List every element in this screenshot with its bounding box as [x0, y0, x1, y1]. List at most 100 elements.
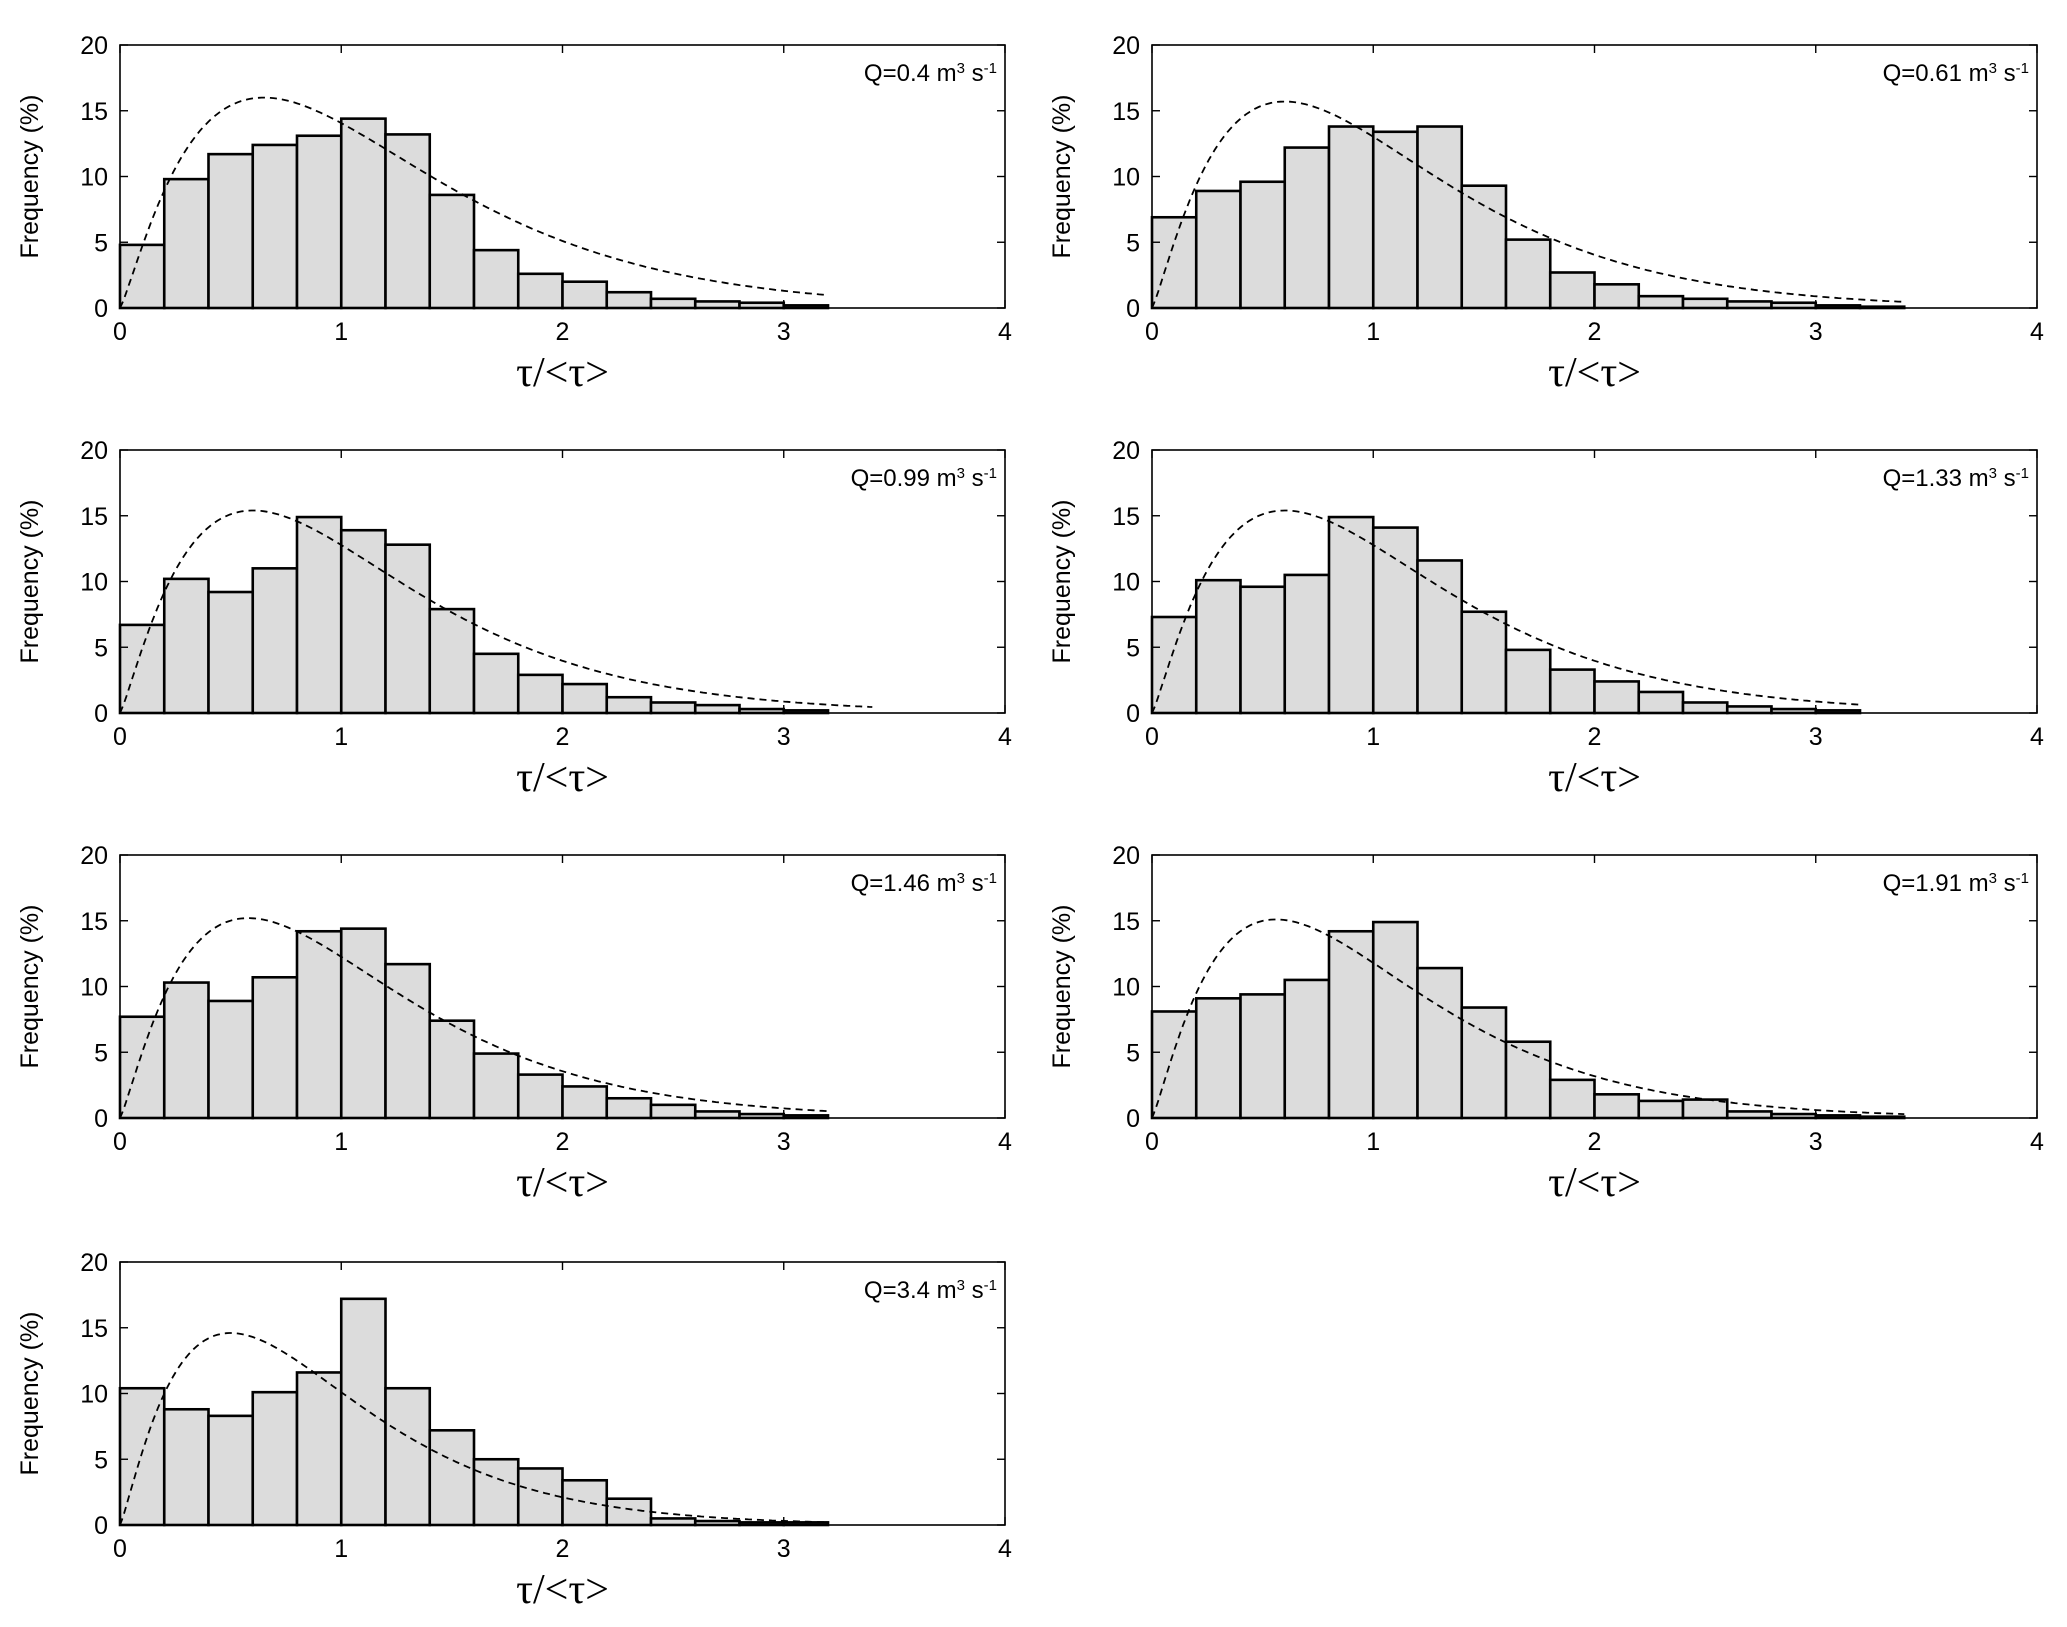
- histogram-bar: [1593, 680, 1641, 715]
- histogram-bar: [1460, 610, 1508, 715]
- histogram-bar: [1593, 1093, 1641, 1120]
- histogram-bar: [384, 133, 432, 310]
- x-tick-label: 4: [998, 1535, 1012, 1563]
- histogram-bar: [1460, 184, 1508, 310]
- y-tick-label: 0: [94, 1512, 108, 1540]
- annotation-text: s: [965, 60, 984, 87]
- y-tick-label: 5: [94, 634, 108, 662]
- histogram-bar: [339, 117, 387, 310]
- histogram-bar: [428, 193, 476, 310]
- annotation-text: s: [965, 870, 984, 897]
- x-tick-label: 0: [113, 318, 127, 346]
- histogram-bar: [384, 543, 432, 715]
- annotation-text: s: [1997, 60, 2016, 87]
- x-tick-label: 0: [113, 1128, 127, 1156]
- x-axis-label: τ/<τ>: [1548, 755, 1641, 801]
- annotation-text: Q=1.91 m: [1883, 870, 1989, 897]
- y-tick-label: 5: [94, 229, 108, 257]
- histogram-bar: [472, 1457, 520, 1527]
- y-axis-label: Frequency (%): [16, 95, 44, 259]
- histogram-bar: [207, 999, 255, 1120]
- annotation-superscript: -1: [2016, 60, 2029, 77]
- annotation-superscript: 3: [957, 870, 965, 887]
- histogram-bar: [1239, 180, 1287, 310]
- histogram-bar: [516, 1467, 564, 1527]
- y-tick-label: 15: [1112, 503, 1140, 531]
- histogram-bar: [1548, 1078, 1596, 1120]
- y-tick-label: 15: [1112, 98, 1140, 126]
- histogram-bar: [1194, 997, 1242, 1120]
- histogram-bar: [1504, 238, 1552, 310]
- y-tick-label: 0: [1126, 700, 1140, 728]
- y-tick-label: 10: [80, 1381, 108, 1409]
- x-tick-label: 3: [1809, 723, 1823, 751]
- x-tick-label: 4: [2030, 318, 2044, 346]
- histogram-bar: [649, 1517, 697, 1527]
- annotation-superscript: -1: [984, 465, 997, 482]
- y-tick-label: 15: [1112, 908, 1140, 936]
- histogram-bar: [472, 652, 520, 715]
- histogram-bar: [516, 272, 564, 310]
- histogram-bar: [339, 927, 387, 1120]
- histogram-bar: [118, 623, 166, 715]
- histogram-bar: [1150, 215, 1198, 310]
- discharge-annotation: Q=0.61 m3 s-1: [1883, 60, 2029, 88]
- fit-curve: [119, 509, 873, 714]
- y-tick-label: 10: [1112, 569, 1140, 597]
- histogram-bar: [561, 1085, 609, 1120]
- x-tick-label: 2: [556, 1128, 570, 1156]
- fit-curve: [119, 96, 829, 309]
- histogram-bar: [605, 1497, 653, 1527]
- histogram-bar: [1371, 130, 1419, 310]
- histogram-bar: [1637, 294, 1685, 310]
- annotation-text: s: [965, 465, 984, 492]
- histogram-bar: [295, 134, 343, 310]
- histogram-bar: [1194, 578, 1242, 715]
- histogram-bar: [1327, 125, 1375, 310]
- histogram-bar: [162, 1407, 210, 1527]
- annotation-superscript: 3: [1989, 870, 1997, 887]
- x-tick-label: 2: [556, 1535, 570, 1563]
- x-axis-label: τ/<τ>: [516, 1567, 609, 1613]
- histogram-bar: [428, 1019, 476, 1120]
- x-tick-label: 2: [1588, 318, 1602, 346]
- x-tick-label: 1: [334, 318, 348, 346]
- histogram-bar: [561, 682, 609, 715]
- histogram-bar: [1283, 573, 1331, 715]
- y-tick-label: 20: [1112, 842, 1140, 870]
- discharge-annotation: Q=1.91 m3 s-1: [1883, 870, 2029, 898]
- histogram-bar: [295, 1371, 343, 1527]
- annotation-text: Q=0.4 m: [864, 60, 957, 87]
- y-tick-label: 15: [80, 98, 108, 126]
- x-tick-label: 0: [1145, 1128, 1159, 1156]
- histogram-bar: [1725, 705, 1773, 715]
- histogram-bar: [428, 1429, 476, 1527]
- histogram-bar: [693, 1110, 741, 1120]
- histogram-bar: [207, 152, 255, 310]
- histogram-bar: [295, 929, 343, 1120]
- histogram-bar: [162, 981, 210, 1120]
- annotation-superscript: 3: [1989, 465, 1997, 482]
- histogram-bar: [1194, 189, 1242, 310]
- histogram-bar: [251, 975, 299, 1120]
- annotation-superscript: 3: [957, 1277, 965, 1294]
- y-tick-label: 10: [1112, 974, 1140, 1002]
- histogram-bar: [1637, 1099, 1685, 1120]
- histogram-bar: [1548, 668, 1596, 715]
- histogram-bar: [1327, 929, 1375, 1120]
- annotation-text: Q=0.99 m: [851, 465, 957, 492]
- histogram-bar: [251, 143, 299, 310]
- discharge-annotation: Q=0.99 m3 s-1: [851, 465, 997, 493]
- y-tick-label: 0: [94, 295, 108, 323]
- histogram-bar: [1239, 585, 1287, 715]
- fit-curve: [119, 1332, 829, 1526]
- y-tick-label: 0: [1126, 1105, 1140, 1133]
- x-axis-label: τ/<τ>: [1548, 350, 1641, 396]
- x-tick-label: 4: [998, 318, 1012, 346]
- histogram-bar: [1416, 966, 1464, 1120]
- annotation-superscript: -1: [984, 60, 997, 77]
- annotation-superscript: -1: [984, 870, 997, 887]
- annotation-text: Q=3.4 m: [864, 1277, 957, 1304]
